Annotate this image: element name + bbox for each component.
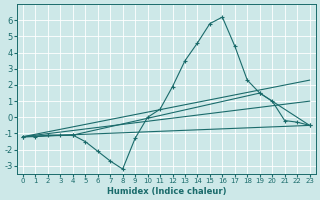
X-axis label: Humidex (Indice chaleur): Humidex (Indice chaleur) [107,187,226,196]
